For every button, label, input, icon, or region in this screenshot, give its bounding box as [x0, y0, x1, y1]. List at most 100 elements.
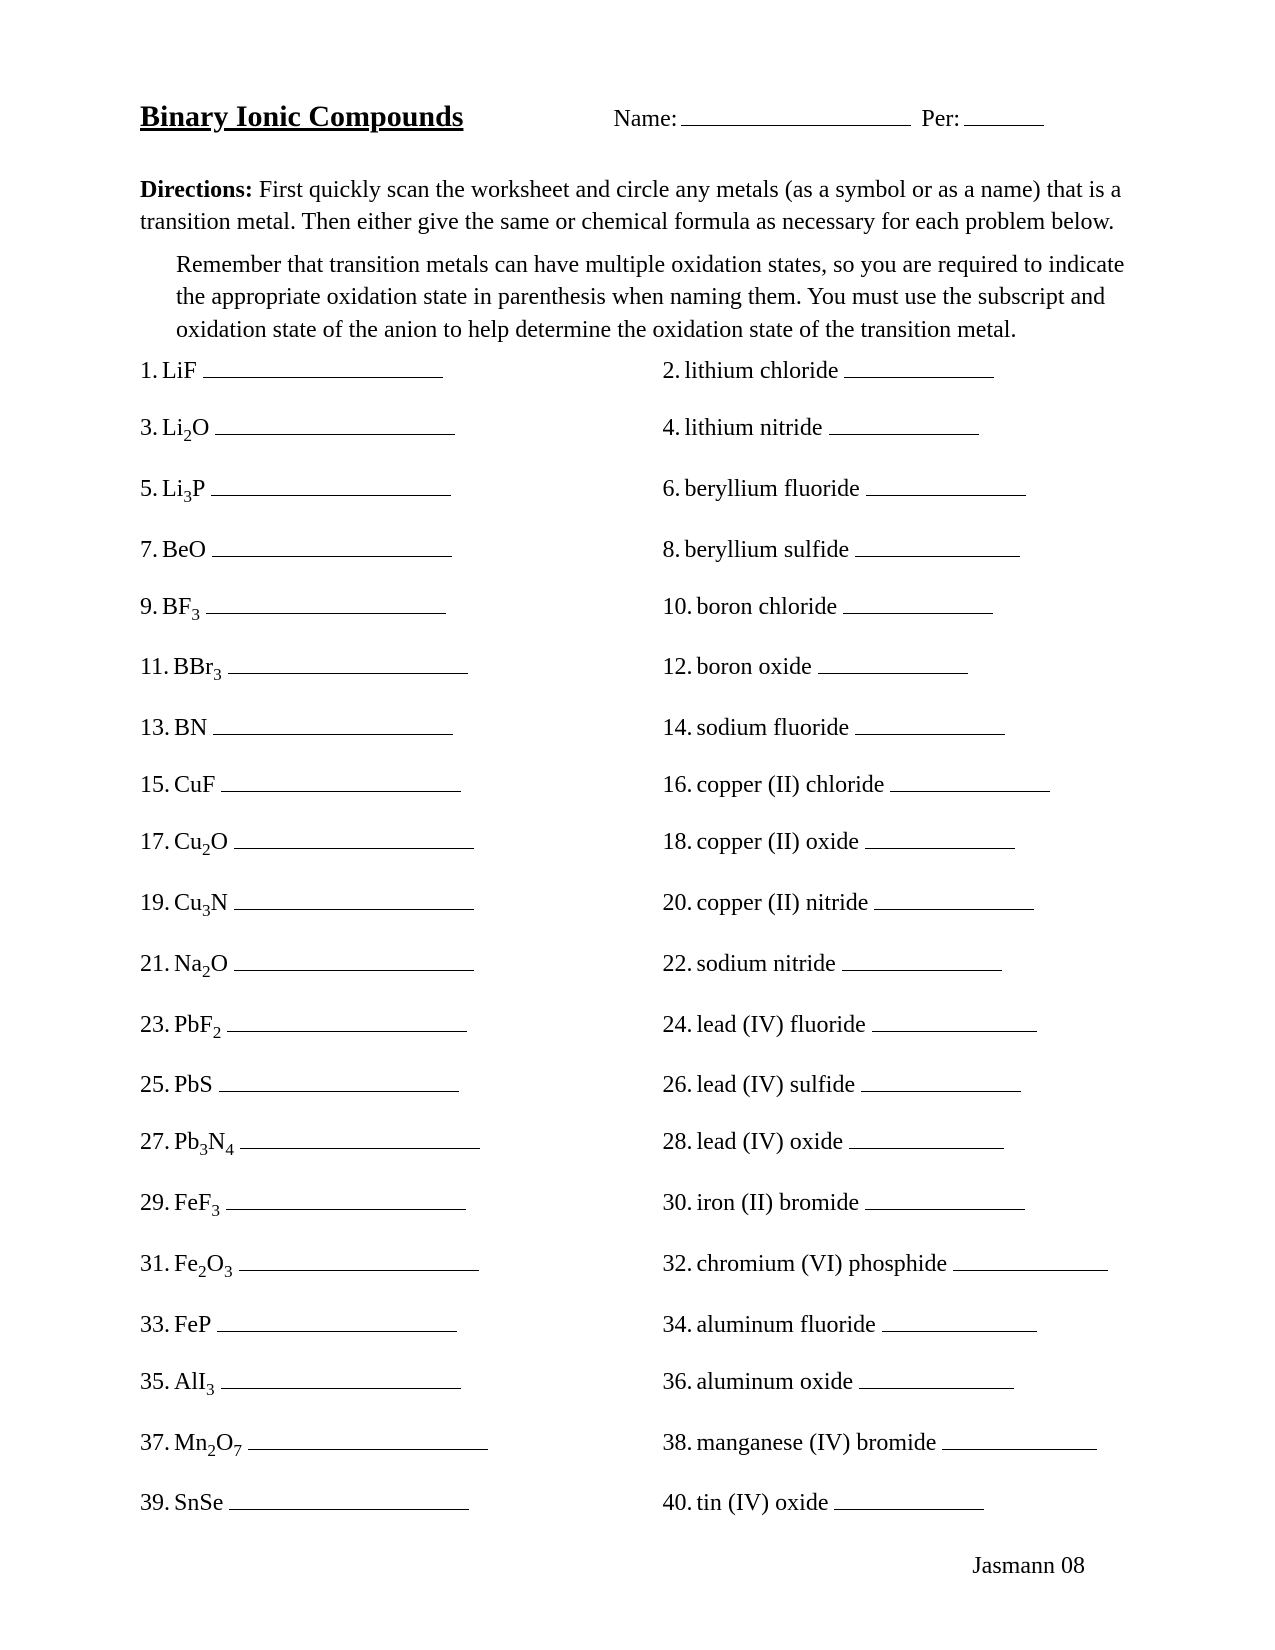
problem-item: 8.beryllium sulfide	[643, 533, 1136, 564]
problem-item: 37.Mn2O7	[140, 1426, 633, 1461]
answer-blank[interactable]	[213, 711, 453, 735]
name-label: Name:	[613, 106, 677, 133]
problem-item: 30.iron (II) bromide	[643, 1186, 1136, 1221]
problem-body: PbS	[174, 1072, 213, 1099]
problem-body: FeF3	[174, 1190, 220, 1221]
answer-blank[interactable]	[953, 1247, 1108, 1271]
problem-body: LiF	[162, 358, 197, 385]
answer-blank[interactable]	[874, 886, 1034, 910]
problem-item: 3.Li2O	[140, 411, 633, 446]
problem-body: manganese (IV) bromide	[697, 1430, 937, 1457]
problem-item: 15.CuF	[140, 768, 633, 799]
answer-blank[interactable]	[855, 711, 1005, 735]
answer-blank[interactable]	[829, 411, 979, 435]
problem-item: 20.copper (II) nitride	[643, 886, 1136, 921]
answer-blank[interactable]	[221, 1365, 461, 1389]
problem-number: 1.	[140, 358, 158, 385]
problem-number: 11.	[140, 654, 169, 681]
problem-item: 9.BF3	[140, 590, 633, 625]
problem-number: 36.	[663, 1369, 693, 1396]
answer-blank[interactable]	[212, 533, 452, 557]
problem-item: 7. BeO	[140, 533, 633, 564]
answer-blank[interactable]	[859, 1365, 1014, 1389]
answer-blank[interactable]	[234, 825, 474, 849]
problem-body: FeP	[174, 1312, 211, 1339]
answer-blank[interactable]	[842, 947, 1002, 971]
problem-item: 27.Pb3N4	[140, 1125, 633, 1160]
answer-blank[interactable]	[229, 1486, 469, 1510]
answer-blank[interactable]	[872, 1008, 1037, 1032]
answer-blank[interactable]	[206, 590, 446, 614]
answer-blank[interactable]	[248, 1426, 488, 1450]
problem-body: Li3P	[162, 476, 205, 507]
answer-blank[interactable]	[865, 1186, 1025, 1210]
answer-blank[interactable]	[861, 1068, 1021, 1092]
answer-blank[interactable]	[882, 1308, 1037, 1332]
answer-blank[interactable]	[228, 650, 468, 674]
problem-body: tin (IV) oxide	[697, 1490, 829, 1517]
problem-number: 20.	[663, 890, 693, 917]
answer-blank[interactable]	[234, 947, 474, 971]
problem-number: 5.	[140, 476, 158, 503]
answer-blank[interactable]	[240, 1125, 480, 1149]
problem-body: sodium fluoride	[697, 715, 850, 742]
answer-blank[interactable]	[890, 768, 1050, 792]
problem-number: 21.	[140, 951, 170, 978]
answer-blank[interactable]	[843, 590, 993, 614]
problem-item: 16.copper (II) chloride	[643, 768, 1136, 799]
problem-item: 14.sodium fluoride	[643, 711, 1136, 742]
problem-item: 10. boron chloride	[643, 590, 1136, 625]
answer-blank[interactable]	[219, 1068, 459, 1092]
answer-blank[interactable]	[818, 650, 968, 674]
per-blank[interactable]	[964, 125, 1044, 126]
problem-item: 17.Cu2O	[140, 825, 633, 860]
problem-number: 6.	[663, 476, 681, 503]
problem-number: 4.	[663, 415, 681, 442]
problem-item: 29.FeF3	[140, 1186, 633, 1221]
answer-blank[interactable]	[855, 533, 1020, 557]
problem-number: 27.	[140, 1129, 170, 1156]
problem-number: 9.	[140, 594, 158, 621]
answer-blank[interactable]	[942, 1426, 1097, 1450]
problem-body: sodium nitride	[697, 951, 836, 978]
answer-blank[interactable]	[865, 825, 1015, 849]
problem-item: 35.AlI3	[140, 1365, 633, 1400]
problem-body: lead (IV) oxide	[697, 1129, 844, 1156]
problem-number: 18.	[663, 829, 693, 856]
answer-blank[interactable]	[221, 768, 461, 792]
name-blank[interactable]	[681, 125, 911, 126]
answer-blank[interactable]	[234, 886, 474, 910]
problem-body: chromium (VI) phosphide	[697, 1251, 948, 1278]
problem-body: Pb3N4	[174, 1129, 234, 1160]
answer-blank[interactable]	[211, 472, 451, 496]
problem-body: aluminum fluoride	[697, 1312, 876, 1339]
answer-blank[interactable]	[834, 1486, 984, 1510]
problem-body: AlI3	[174, 1369, 215, 1400]
problem-body: copper (II) chloride	[697, 772, 885, 799]
problem-body: Cu2O	[174, 829, 228, 860]
problem-number: 12.	[663, 654, 693, 681]
answer-blank[interactable]	[215, 411, 455, 435]
answer-blank[interactable]	[203, 354, 443, 378]
answer-blank[interactable]	[226, 1186, 466, 1210]
problem-number: 30.	[663, 1190, 693, 1217]
problem-item: 12.boron oxide	[643, 650, 1136, 685]
problem-body: copper (II) nitride	[697, 890, 869, 917]
problem-number: 22.	[663, 951, 693, 978]
problem-item: 2.lithium chloride	[643, 354, 1136, 385]
answer-blank[interactable]	[849, 1125, 1004, 1149]
problem-body: iron (II) bromide	[697, 1190, 860, 1217]
answer-blank[interactable]	[217, 1308, 457, 1332]
problem-body: BBr3	[173, 654, 222, 685]
problem-item: 38.manganese (IV) bromide	[643, 1426, 1136, 1461]
answer-blank[interactable]	[227, 1008, 467, 1032]
problem-number: 2.	[663, 358, 681, 385]
problem-number: 40.	[663, 1490, 693, 1517]
answer-blank[interactable]	[866, 472, 1026, 496]
directions-paragraph: Directions: First quickly scan the works…	[140, 174, 1135, 239]
problem-item: 5.Li3P	[140, 472, 633, 507]
problem-item: 19.Cu3N	[140, 886, 633, 921]
worksheet-header: Binary Ionic Compounds Name: Per:	[140, 100, 1135, 134]
answer-blank[interactable]	[844, 354, 994, 378]
answer-blank[interactable]	[239, 1247, 479, 1271]
